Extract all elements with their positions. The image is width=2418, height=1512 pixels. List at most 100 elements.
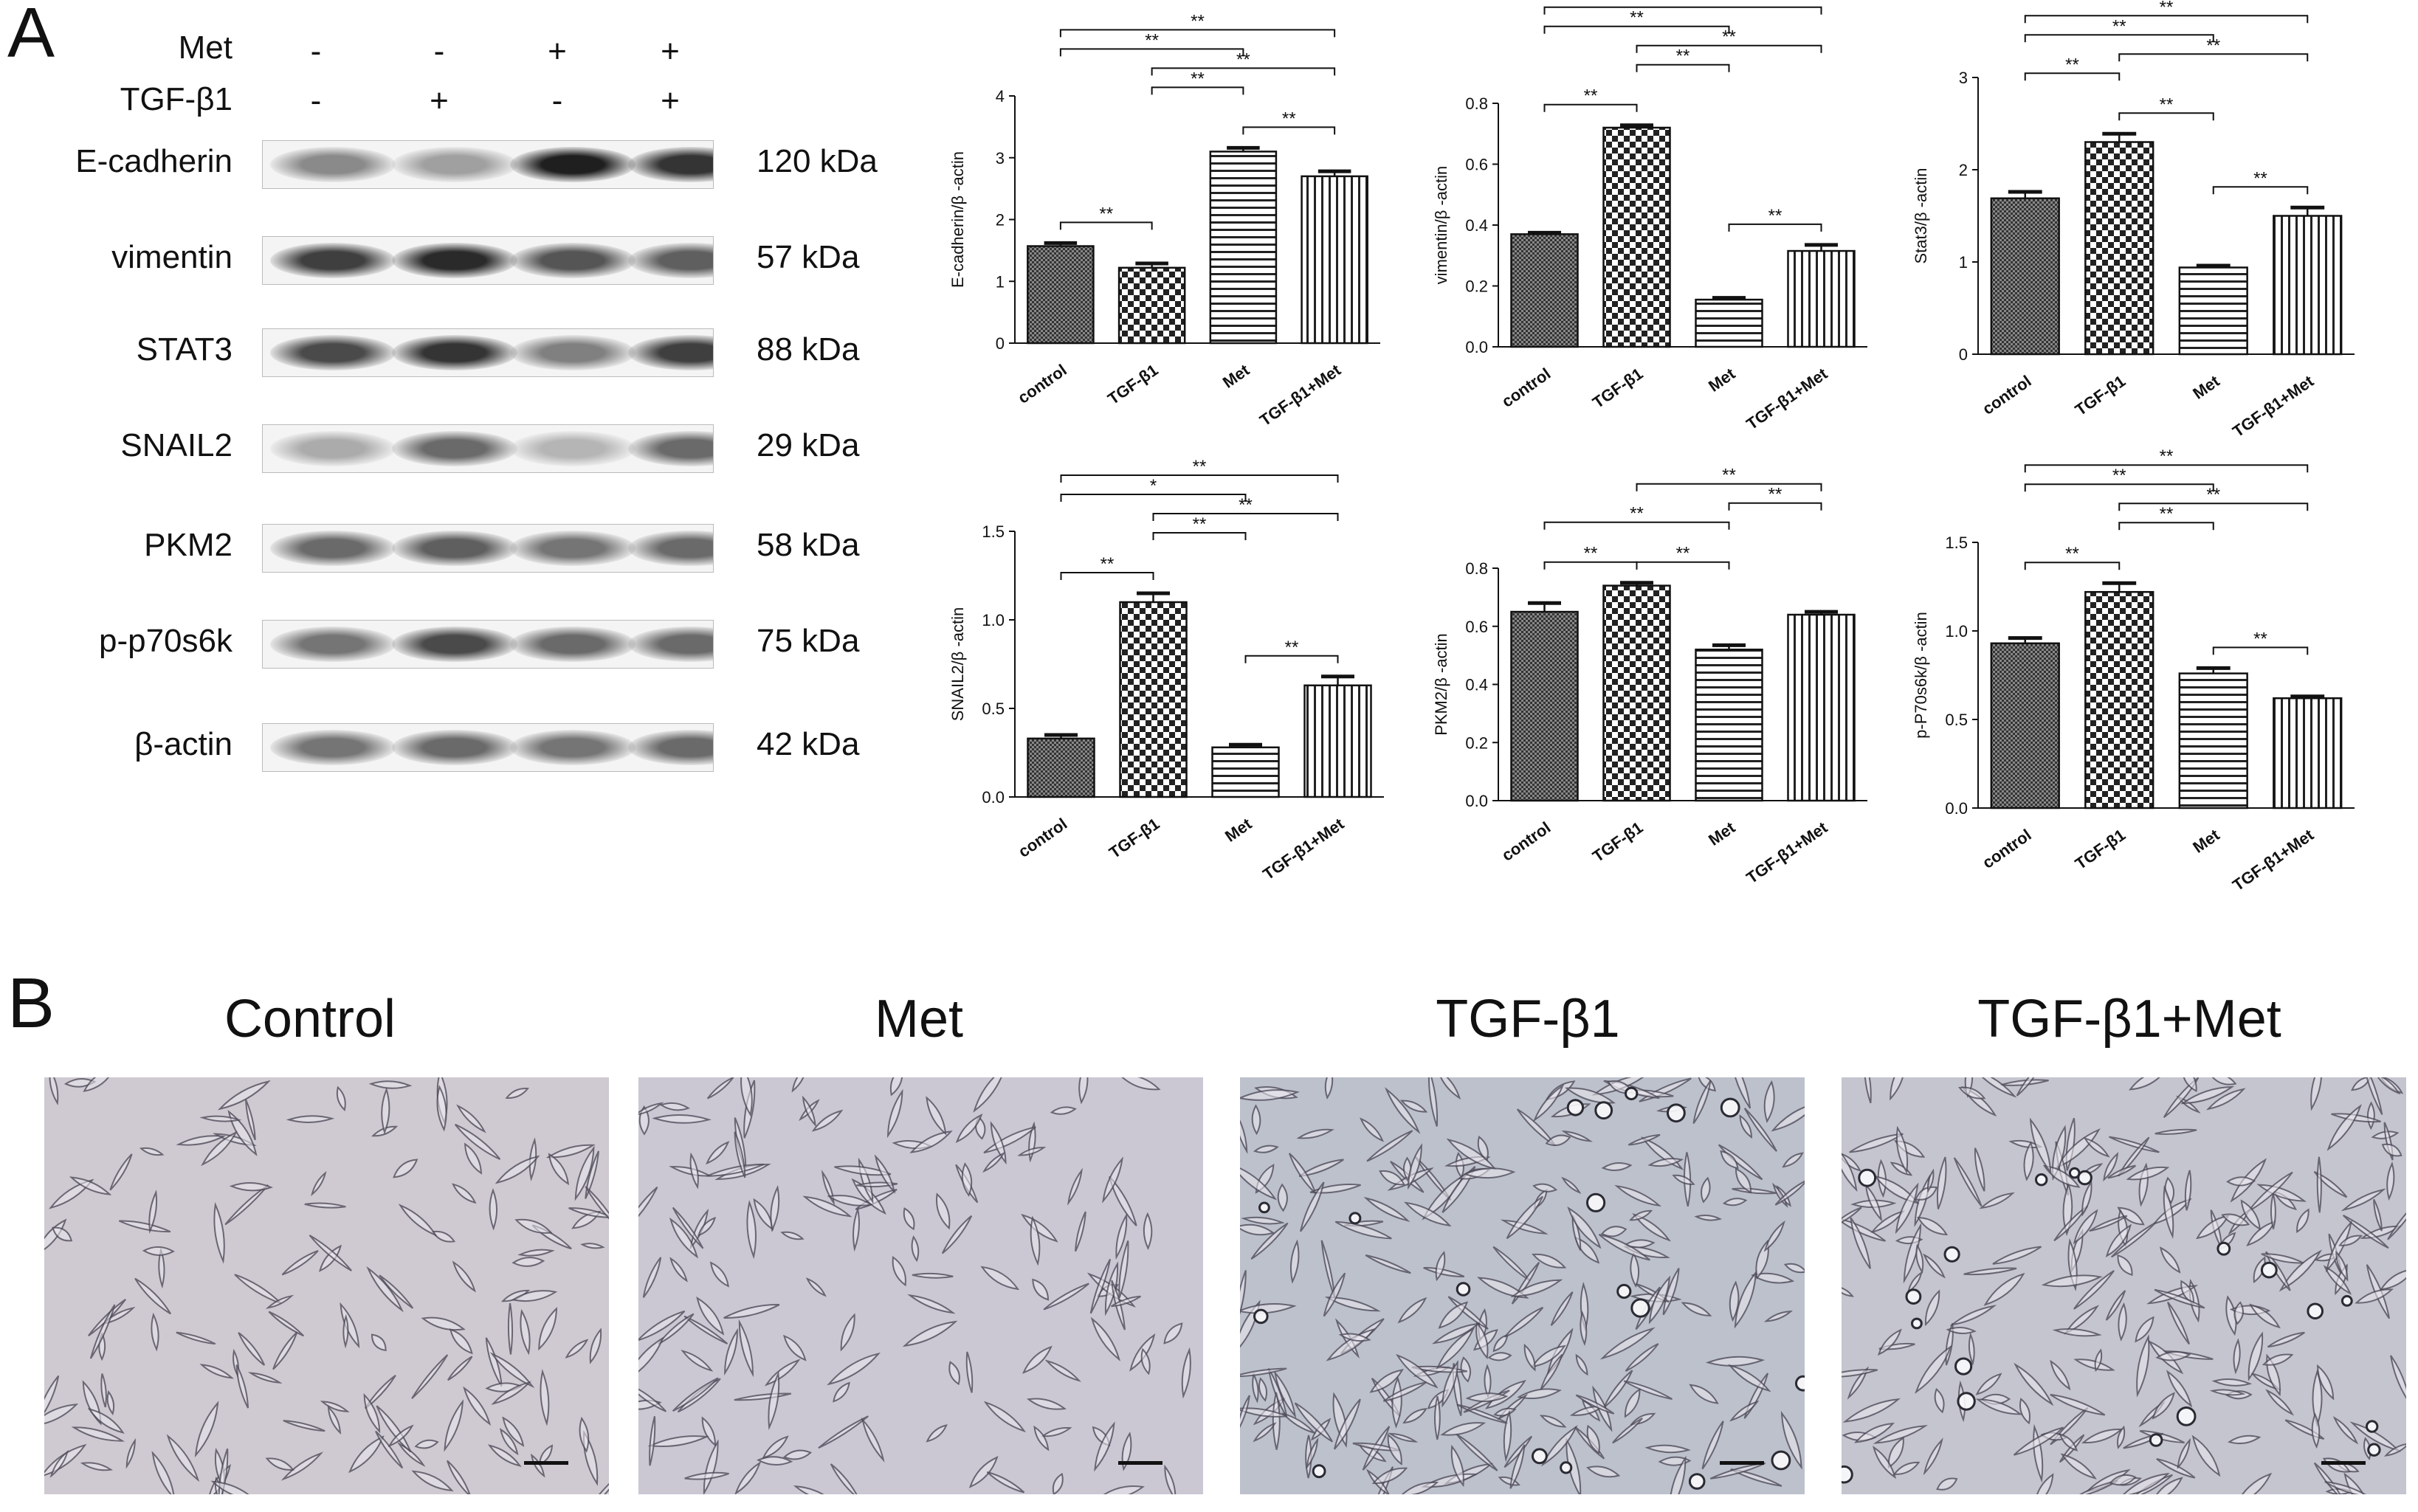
cell bbox=[1240, 1395, 1250, 1433]
cell bbox=[2234, 1472, 2273, 1494]
cell bbox=[827, 1352, 881, 1386]
chart-0: 0 1 2 3 4 E-cadherin/β -actin control TGF-β1 Met… bbox=[948, 11, 1380, 429]
cell bbox=[83, 1077, 115, 1092]
cell bbox=[805, 1277, 827, 1297]
cell bbox=[1854, 1422, 1895, 1443]
bar bbox=[1510, 233, 1579, 348]
cell bbox=[265, 1294, 294, 1309]
cell bbox=[565, 1339, 589, 1359]
cell bbox=[548, 1153, 570, 1186]
bar bbox=[1990, 642, 2060, 809]
cell bbox=[227, 1110, 258, 1156]
significance-label: ** bbox=[2206, 485, 2220, 505]
cell bbox=[2313, 1170, 2348, 1198]
cell bbox=[1624, 1388, 1641, 1418]
cell bbox=[2126, 1166, 2170, 1181]
blot-band bbox=[510, 730, 636, 765]
cell bbox=[1729, 1400, 1760, 1422]
round-cell bbox=[1566, 1099, 1585, 1116]
significance-bracket bbox=[1636, 483, 1822, 491]
cell bbox=[125, 1437, 136, 1469]
cell bbox=[1569, 1406, 1605, 1416]
cell bbox=[502, 1416, 525, 1447]
cell bbox=[580, 1243, 605, 1249]
cell bbox=[1427, 1077, 1439, 1127]
cell bbox=[706, 1163, 765, 1177]
cell bbox=[2120, 1472, 2170, 1494]
cell bbox=[286, 1115, 335, 1123]
cell bbox=[199, 1364, 234, 1379]
cell bbox=[393, 1159, 418, 1178]
blot-strip bbox=[262, 620, 714, 669]
cell bbox=[2117, 1254, 2133, 1276]
cell bbox=[44, 1403, 79, 1427]
cell bbox=[1385, 1087, 1421, 1134]
cell bbox=[683, 1315, 728, 1344]
cell bbox=[1396, 1353, 1439, 1389]
round-cell bbox=[2366, 1420, 2379, 1433]
round-cell bbox=[2367, 1443, 2381, 1457]
cell bbox=[2052, 1328, 2102, 1337]
cell bbox=[1895, 1125, 1909, 1175]
cell bbox=[139, 1147, 165, 1156]
cell bbox=[1094, 1421, 1115, 1472]
cell bbox=[1408, 1143, 1422, 1190]
cell bbox=[1763, 1220, 1785, 1252]
blot-band bbox=[510, 335, 636, 370]
blot-label: PKM2 bbox=[144, 527, 232, 563]
cell bbox=[151, 1312, 159, 1352]
cell bbox=[1545, 1134, 1571, 1146]
category-label: TGF-β1+Met bbox=[1743, 364, 1831, 433]
cell bbox=[363, 1393, 381, 1434]
cell bbox=[1504, 1435, 1533, 1468]
bar bbox=[1303, 684, 1372, 798]
cell bbox=[1873, 1425, 1929, 1444]
cell bbox=[1104, 1261, 1119, 1316]
cell bbox=[1477, 1277, 1529, 1299]
cell bbox=[2227, 1435, 2262, 1445]
round-cell bbox=[1586, 1192, 1606, 1212]
cell bbox=[861, 1417, 885, 1463]
cell bbox=[1517, 1388, 1562, 1399]
round-cell bbox=[1532, 1448, 1548, 1465]
cell bbox=[1433, 1396, 1441, 1440]
y-tick-label: 0.5 bbox=[1945, 711, 1968, 729]
cell bbox=[1561, 1176, 1582, 1194]
cell bbox=[1923, 1253, 1946, 1279]
cell bbox=[2033, 1473, 2054, 1494]
cell bbox=[71, 1426, 125, 1442]
significance-bracket bbox=[1152, 532, 1247, 540]
cell-drawing bbox=[1842, 1077, 2406, 1494]
bar bbox=[1602, 126, 1671, 348]
sign-met-3: + bbox=[548, 33, 567, 69]
cell bbox=[1436, 1077, 1461, 1100]
cell bbox=[2316, 1156, 2322, 1213]
cell bbox=[1968, 1332, 1975, 1366]
cell bbox=[1436, 1327, 1475, 1370]
cell bbox=[176, 1135, 227, 1146]
category-label: Met bbox=[2189, 825, 2223, 857]
y-tick-label: 0 bbox=[996, 334, 1005, 353]
cell bbox=[1465, 1392, 1509, 1403]
cell bbox=[342, 1313, 349, 1349]
y-tick-label: 2 bbox=[996, 211, 1005, 229]
significance-bracket bbox=[2212, 186, 2309, 195]
micro-title-control: Control bbox=[224, 990, 396, 1049]
cell bbox=[1915, 1344, 1952, 1394]
cell bbox=[224, 1184, 269, 1226]
cell bbox=[2042, 1164, 2081, 1188]
cell bbox=[852, 1206, 860, 1252]
round-cell bbox=[1312, 1464, 1326, 1479]
cell bbox=[1648, 1275, 1670, 1325]
cell bbox=[176, 1331, 216, 1345]
chart-4: 0.0 0.2 0.4 0.6 0.8 PKM2/β -actin control TGF-β… bbox=[1432, 466, 1867, 887]
cell bbox=[926, 1096, 947, 1136]
cell bbox=[1730, 1468, 1782, 1487]
cell bbox=[229, 1182, 273, 1192]
blot-band bbox=[510, 431, 636, 466]
micrograph-image bbox=[44, 1077, 609, 1494]
cell bbox=[2094, 1348, 2103, 1373]
cell bbox=[791, 1077, 807, 1093]
cell bbox=[2386, 1161, 2395, 1201]
cell bbox=[1251, 1104, 1261, 1136]
